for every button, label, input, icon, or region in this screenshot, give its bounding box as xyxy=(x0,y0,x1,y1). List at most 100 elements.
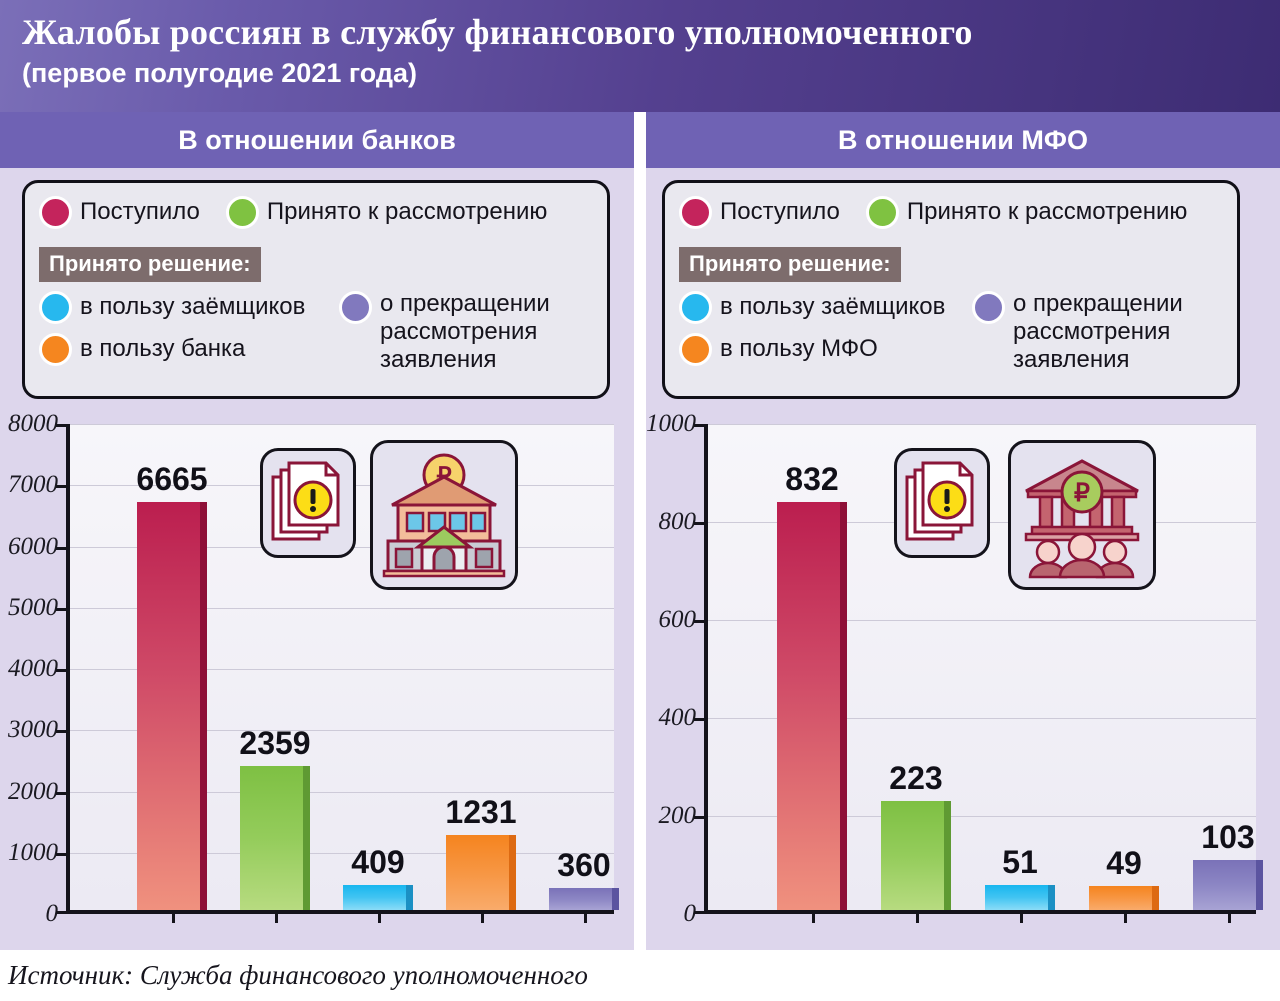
legend-label-borrower: в пользу заёмщиков xyxy=(80,293,306,320)
x-tick-mark xyxy=(1124,910,1127,923)
legend-label-accepted: Принято к рассмотрению xyxy=(266,198,548,225)
y-tick-1000: 1000 xyxy=(646,410,696,437)
x-tick-mark xyxy=(584,910,587,923)
legend-item-terminated[interactable]: о прекращении рассмотрения заявления xyxy=(339,290,590,374)
legend-item-institution[interactable]: в пользу банка xyxy=(39,332,339,366)
y-tick-3000: 3000 xyxy=(8,716,58,744)
y-tick-7000: 7000 xyxy=(8,471,58,499)
y-tick-mark xyxy=(56,607,70,611)
legend-label-terminated: о прекращении рассмотрения заявления xyxy=(380,290,550,373)
bar-value-institution: 1231 xyxy=(445,793,517,830)
bar-institution-edge xyxy=(509,834,516,910)
svg-text:₽: ₽ xyxy=(1074,480,1090,507)
bar-value-received: 832 xyxy=(785,461,839,498)
bar-borrower[interactable]: 409 xyxy=(343,844,413,910)
legend-item-accepted[interactable]: Принято к рассмотрению xyxy=(865,195,1187,229)
y-tick-mark xyxy=(56,546,70,550)
bar-institution[interactable]: 1231 xyxy=(445,794,517,910)
legend-mfo-decision-right: о прекращении рассмотрения заявления xyxy=(972,290,1223,382)
panel-banks: В отношении банков Поступило Принято к р… xyxy=(0,112,634,950)
source-text: Источник: Служба финансового уполномочен… xyxy=(8,960,588,990)
bar-accepted-edge xyxy=(303,765,310,910)
legend-dot-received-icon xyxy=(679,196,712,229)
documents-alert-icon xyxy=(905,461,974,541)
y-tick-5000: 5000 xyxy=(8,593,58,621)
bar-institution-fill xyxy=(446,834,516,910)
legend-item-borrower[interactable]: в пользу заёмщиков xyxy=(679,290,972,324)
chart-banks-y-axis: 8000 7000 6000 5000 4000 3000 2000 1000 … xyxy=(0,410,66,942)
legend-dot-received-icon xyxy=(39,196,72,229)
gridline xyxy=(708,620,1256,621)
decision-badge-mfo: Принято решение: xyxy=(679,247,901,282)
x-tick-mark xyxy=(812,910,815,923)
bar-borrower-fill xyxy=(985,885,1055,910)
bar-terminated-fill xyxy=(1193,859,1263,910)
x-tick-mark xyxy=(172,910,175,923)
legend-label-borrower: в пользу заёмщиков xyxy=(720,293,946,320)
icon-card-documents-banks xyxy=(260,448,356,558)
y-tick-mark xyxy=(56,669,70,672)
decision-badge-banks: Принято решение: xyxy=(39,247,261,282)
legend-label-terminated: о прекращении рассмотрения заявления xyxy=(1013,290,1183,373)
gridline xyxy=(70,669,614,670)
x-tick-mark xyxy=(1020,910,1023,923)
legend-dot-borrower-icon xyxy=(39,291,72,324)
y-tick-0: 0 xyxy=(45,900,59,927)
legend-item-accepted[interactable]: Принято к рассмотрению xyxy=(225,195,548,229)
x-tick-mark xyxy=(481,910,484,923)
gridline xyxy=(70,730,614,732)
legend-banks: Поступило Принято к рассмотрению Принято… xyxy=(22,180,610,399)
bar-accepted[interactable]: 223 xyxy=(881,760,951,910)
y-tick-8000: 8000 xyxy=(8,410,58,437)
legend-item-terminated[interactable]: о прекращении рассмотрения заявления xyxy=(972,290,1223,374)
panel-mfo-header: В отношении МФО xyxy=(646,112,1280,168)
bar-terminated[interactable]: 103 xyxy=(1193,819,1263,910)
y-tick-600: 600 xyxy=(658,606,697,633)
bar-value-accepted: 2359 xyxy=(239,724,311,761)
y-tick-2000: 2000 xyxy=(8,777,58,805)
mfo-people-icon: ₽ xyxy=(1024,459,1140,579)
y-tick-mark xyxy=(694,911,708,914)
legend-item-received[interactable]: Поступило xyxy=(679,195,840,229)
y-tick-mark xyxy=(56,791,70,795)
legend-item-received[interactable]: Поступило xyxy=(39,195,200,229)
bar-value-institution: 49 xyxy=(1106,845,1142,881)
legend-dot-accepted-icon xyxy=(225,196,259,229)
y-tick-1000: 1000 xyxy=(8,838,58,866)
bar-terminated-fill xyxy=(549,887,619,910)
y-tick-4000: 4000 xyxy=(8,655,58,682)
bar-institution[interactable]: 49 xyxy=(1089,845,1159,910)
legend-dot-institution-icon xyxy=(679,333,712,366)
legend-dot-terminated-icon xyxy=(339,291,372,324)
page-subtitle: (первое полугодие 2021 года) xyxy=(22,58,418,88)
footer: Источник: Служба финансового уполномочен… xyxy=(0,950,1280,1001)
bank-building-icon: ₽ xyxy=(382,453,506,578)
gridline xyxy=(708,816,1256,817)
legend-mfo-row-primary: Поступило Принято к рассмотрению xyxy=(679,195,1223,237)
y-tick-mark xyxy=(694,620,708,623)
legend-item-institution[interactable]: в пользу МФО xyxy=(679,332,972,366)
legend-item-borrower[interactable]: в пользу заёмщиков xyxy=(39,290,339,324)
y-tick-400: 400 xyxy=(658,704,697,731)
panels-container: В отношении банков Поступило Принято к р… xyxy=(0,112,1280,950)
legend-label-institution: в пользу МФО xyxy=(720,335,878,362)
bar-accepted[interactable]: 2359 xyxy=(239,725,311,910)
legend-label-institution: в пользу банка xyxy=(80,335,246,362)
bar-borrower[interactable]: 51 xyxy=(985,844,1055,910)
legend-dot-terminated-icon xyxy=(972,291,1005,324)
documents-alert-icon xyxy=(271,461,340,541)
panel-mfo-body: Поступило Принято к рассмотрению Принято… xyxy=(646,168,1280,950)
x-tick-mark xyxy=(275,910,278,923)
bar-received[interactable]: 6665 xyxy=(136,461,208,910)
bar-value-terminated: 360 xyxy=(557,846,611,883)
bar-terminated[interactable]: 360 xyxy=(549,847,619,910)
chart-mfo: 1000 800 600 400 200 0 xyxy=(646,410,1280,942)
y-tick-200: 200 xyxy=(658,802,697,829)
legend-mfo-decision-group: в пользу заёмщиков в пользу МФО о прекра… xyxy=(679,290,1223,382)
legend-dot-institution-icon xyxy=(39,333,72,366)
bar-terminated-edge xyxy=(1256,859,1263,910)
legend-dot-borrower-icon xyxy=(679,291,712,324)
bar-received[interactable]: 832 xyxy=(777,461,847,910)
y-tick-6000: 6000 xyxy=(8,532,58,560)
